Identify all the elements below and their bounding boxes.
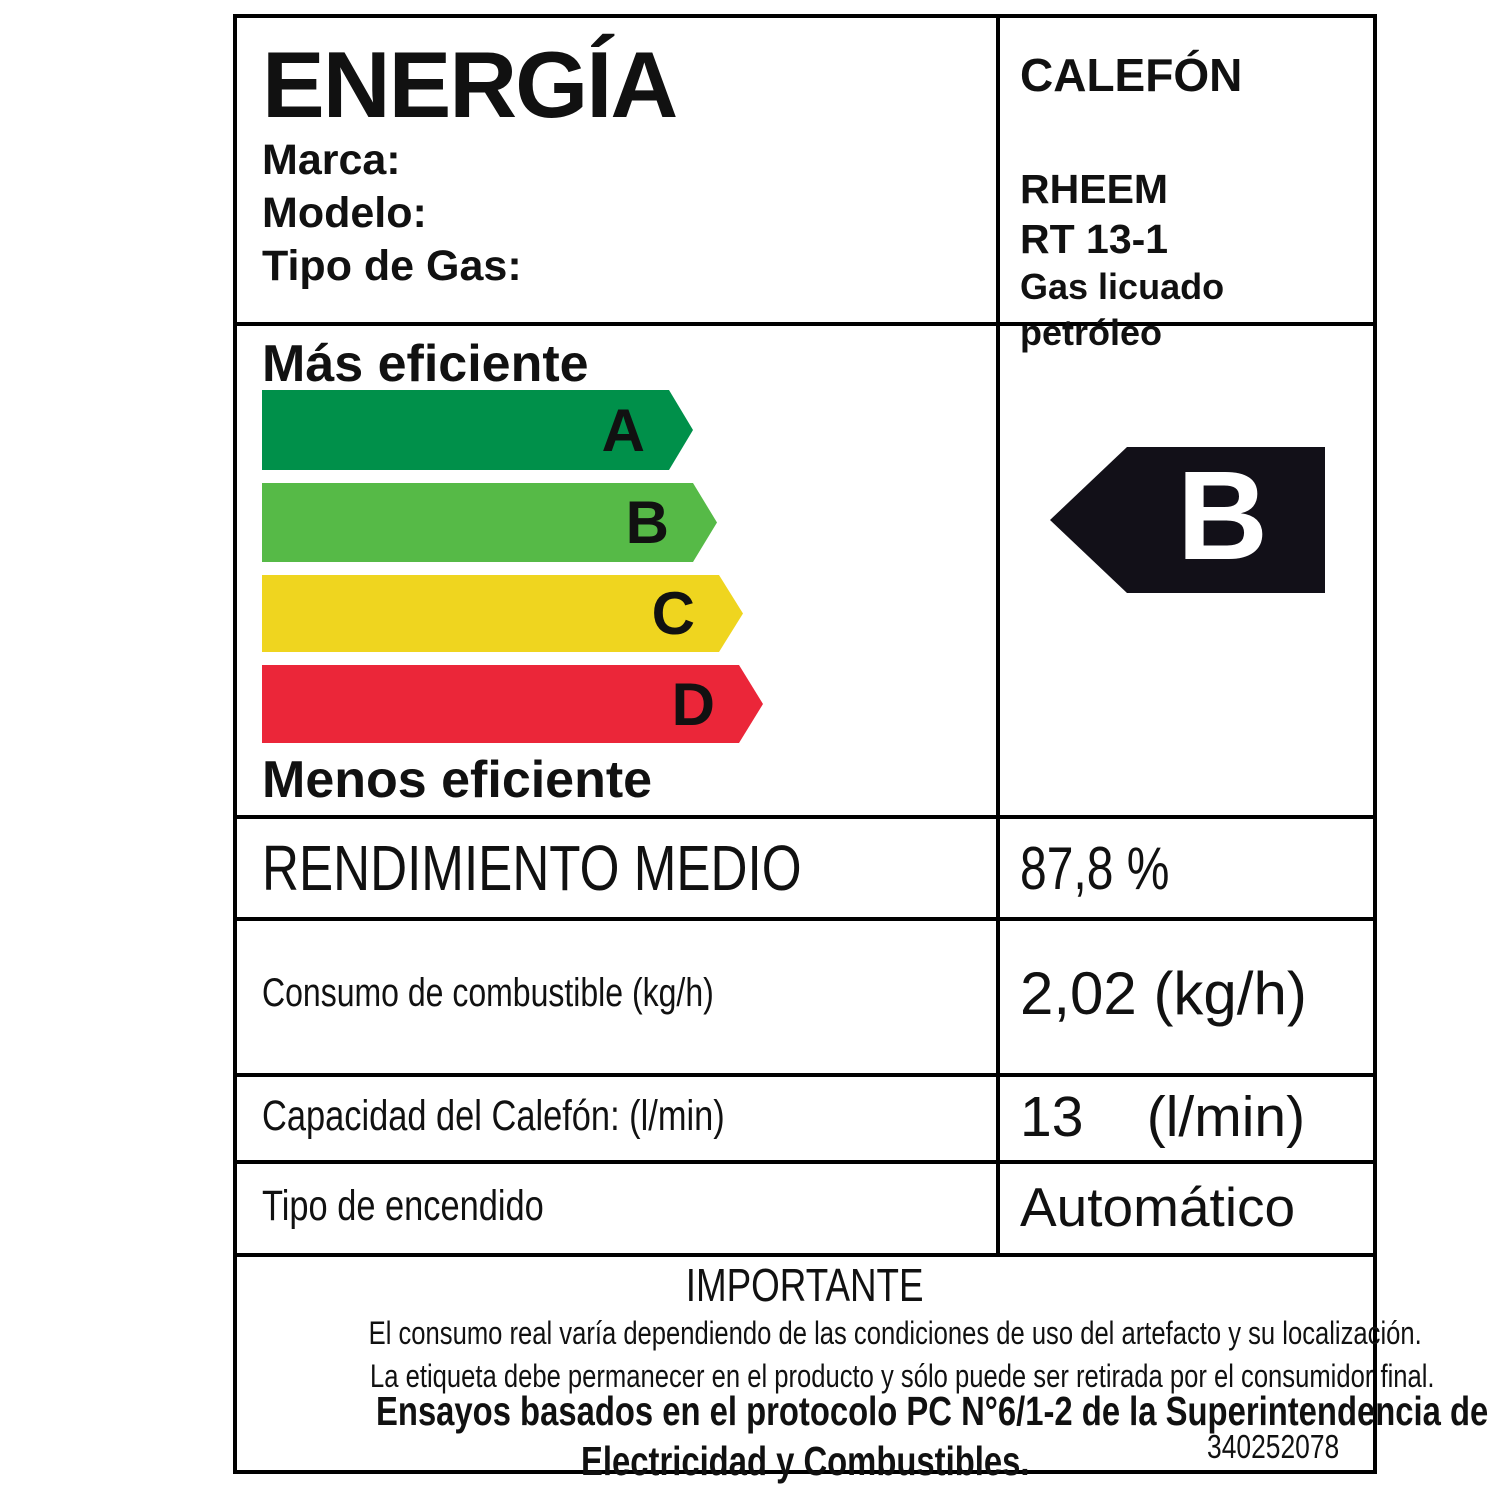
spec-label: RENDIMIENTO MEDIO [262,832,802,904]
energy-label: ENERGÍA Marca: Modelo: Tipo de Gas: CALE… [233,14,1489,1482]
rating-cell: B [1000,326,1373,815]
spec-value-cell: 13 (l/min) [1020,1084,1306,1149]
protocol-note: Ensayos basados en el protocolo PC N°6/1… [237,1391,1488,1491]
efficiency-row: Más eficiente A B C D Menos eficiente B [237,326,1373,819]
efficiency-bar-c: C [262,575,743,652]
efficiency-letter-b: B [625,489,669,556]
rating-letter: B [1177,445,1268,586]
header-right-cell: CALEFÓN RHEEM RT 13-1 Gas licuado petról… [1000,18,1373,353]
efficiency-letter-a: A [601,396,645,464]
field-tipo-gas: Tipo de Gas: [262,241,522,290]
spec-row-rendimiento: RENDIMIENTO MEDIO 87,8 % [237,819,1373,921]
rating-arrow: B [1050,447,1325,593]
more-efficient-label: Más eficiente [262,335,589,393]
header-row: ENERGÍA Marca: Modelo: Tipo de Gas: CALE… [237,18,1373,353]
spec-row-consumo: Consumo de combustible (kg/h) 2,02 (kg/h… [237,913,1373,1077]
less-efficient-label: Menos eficiente [262,751,653,809]
spec-label: Capacidad del Calefón: (l/min) [262,1092,725,1140]
efficiency-letter-c: C [651,580,695,647]
important-body-line1: El consumo real varía dependiendo de las… [368,1315,1422,1351]
energy-title: ENERGÍA [262,32,678,137]
field-modelo: Modelo: [262,188,427,237]
efficiency-bar-d: D [262,665,763,743]
brand-block: RHEEM RT 13-1 Gas licuado petróleo [1020,164,1373,356]
field-marca: Marca: [262,135,401,184]
spec-label-cell: Consumo de combustible (kg/h) [237,913,1000,1073]
important-body-line2: La etiqueta debe permanecer en el produc… [370,1358,1435,1394]
spec-value-cell: 2,02 (kg/h) [1020,959,1307,1027]
protocol-line2: Electricidad y Combustibles. [580,1438,1030,1484]
spec-value: 87,8 % [1020,834,1170,902]
efficiency-scale-cell: Más eficiente A B C D Menos eficiente [237,326,1000,815]
gas-type-value: Gas licuado petróleo [1020,266,1225,353]
protocol-line1: Ensayos basados en el protocolo PC N°6/1… [376,1388,1489,1434]
product-type: CALEFÓN [1020,49,1243,101]
spec-label-cell: Capacidad del Calefón: (l/min) [237,1073,1000,1160]
efficiency-bar-a: A [262,390,693,470]
spec-value-cell: 87,8 % [1000,819,1373,917]
important-body: El consumo real varía dependiendo de las… [237,1315,1435,1401]
spec-label: Tipo de encendido [262,1182,544,1230]
efficiency-bar-b: B [262,483,717,562]
spec-value-cell: Automático [1020,1175,1296,1238]
important-section: IMPORTANTE El consumo real varía dependi… [237,1253,1489,1482]
efficiency-letter-d: D [671,670,715,738]
spec-row-encendido: Tipo de encendido Automático [237,1160,1373,1257]
brand-value: RHEEM [1020,166,1169,212]
spec-label-cell: RENDIMIENTO MEDIO [237,819,1000,917]
model-value: RT 13-1 [1020,216,1169,262]
important-heading: IMPORTANTE [686,1259,924,1311]
spec-label-cell: Tipo de encendido [237,1160,1000,1253]
spec-label: Consumo de combustible (kg/h) [262,970,714,1015]
header-left-cell: ENERGÍA Marca: Modelo: Tipo de Gas: [237,18,1000,322]
spec-row-capacidad: Capacidad del Calefón: (l/min) 13 (l/min… [237,1073,1373,1164]
label-code: 340252078 [1206,1428,1339,1465]
